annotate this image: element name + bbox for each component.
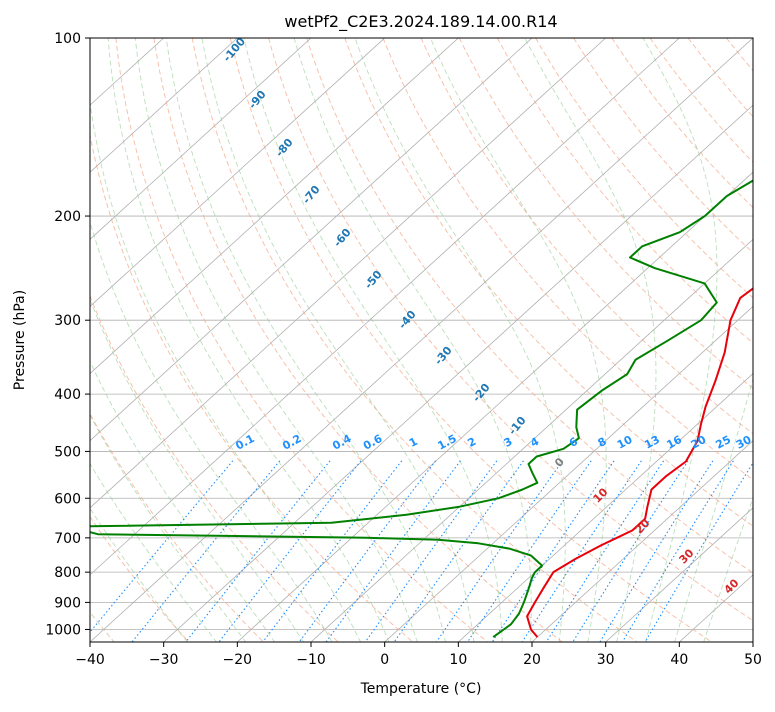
isotherm-line bbox=[0, 38, 311, 642]
mixing-ratio-line bbox=[600, 461, 713, 642]
mixing-ratio-line bbox=[394, 461, 523, 642]
mixing-ratio-label: 3 bbox=[502, 435, 515, 450]
dry-adiabat-line bbox=[192, 38, 637, 642]
dry-adiabat-label: -50 bbox=[362, 268, 385, 292]
dry-adiabat-line bbox=[345, 38, 775, 642]
mixing-ratio-label: 2 bbox=[465, 435, 478, 450]
isotherm-line bbox=[753, 38, 775, 642]
x-tick-label: 0 bbox=[380, 652, 389, 668]
profile-lines bbox=[69, 38, 775, 637]
dry-adiabat-line bbox=[688, 38, 775, 642]
mixing-ratio-line bbox=[132, 461, 280, 642]
y-tick-label: 400 bbox=[54, 387, 81, 403]
dry-adiabat-line bbox=[536, 38, 775, 642]
moist-adiabat-line bbox=[4, 38, 246, 643]
x-tick-label: 10 bbox=[449, 652, 467, 668]
mixing-ratio-line bbox=[468, 461, 592, 642]
mixing-ratio-label: 1.5 bbox=[435, 432, 458, 453]
dry-adiabat-line bbox=[230, 38, 711, 642]
mixing-ratio-line bbox=[522, 461, 641, 642]
mixing-ratio-label: 16 bbox=[664, 433, 684, 452]
x-tick-label: 50 bbox=[744, 652, 762, 668]
mixing-ratio-line bbox=[546, 461, 663, 642]
mixing-ratio-label: 1 bbox=[407, 435, 420, 450]
mixing-ratio-line bbox=[436, 461, 562, 642]
mixing-ratio-label: 13 bbox=[642, 433, 662, 452]
x-tick-label: −10 bbox=[296, 652, 326, 668]
dry-adiabat-label: -10 bbox=[506, 414, 529, 438]
isotherm-line bbox=[0, 38, 458, 642]
dry-adiabat-label: -90 bbox=[246, 88, 269, 112]
isotherm-line bbox=[90, 38, 753, 642]
mixing-ratio-label: 25 bbox=[713, 433, 733, 452]
moist-adiabat-line bbox=[84, 38, 361, 643]
mixing-ratio-label: 0.6 bbox=[361, 432, 385, 453]
dry-adiabat-label: -20 bbox=[470, 381, 493, 405]
mixing-ratio-line bbox=[82, 461, 233, 642]
isotherm-line bbox=[16, 38, 679, 642]
dry-adiabat-label: -40 bbox=[396, 308, 419, 332]
reference-lines bbox=[0, 38, 775, 643]
dry-adiabat-line bbox=[116, 38, 488, 642]
mixing-ratio-label: 0.4 bbox=[330, 432, 354, 453]
moist-adiabat-label: 30 bbox=[677, 546, 697, 566]
isotherm-line bbox=[0, 38, 385, 642]
moist-adiabat-line bbox=[0, 38, 217, 643]
x-tick-label: 30 bbox=[597, 652, 615, 668]
dry-adiabat-line bbox=[765, 38, 775, 642]
y-tick-label: 1000 bbox=[45, 622, 81, 638]
moist-adiabat-label: 0 bbox=[552, 455, 567, 470]
x-tick-label: 20 bbox=[523, 652, 541, 668]
x-tick-label: −20 bbox=[223, 652, 253, 668]
dry-adiabat-label: -80 bbox=[273, 136, 296, 160]
dewpoint-profile-line bbox=[69, 38, 775, 637]
moist-adiabat-line bbox=[704, 38, 775, 643]
mixing-ratio-label: 20 bbox=[689, 433, 709, 452]
isotherm-line bbox=[0, 38, 532, 642]
x-tick-label: 40 bbox=[670, 652, 688, 668]
moist-adiabat-line bbox=[108, 38, 389, 643]
y-tick-label: 600 bbox=[54, 491, 81, 507]
y-tick-label: 900 bbox=[54, 595, 81, 611]
moist-adiabat-line bbox=[244, 38, 502, 643]
moist-adiabat-line bbox=[202, 38, 474, 643]
mixing-ratio-line bbox=[326, 461, 460, 642]
dry-adiabat-line bbox=[269, 38, 775, 642]
mixing-ratio-line bbox=[365, 461, 497, 642]
y-tick-label: 800 bbox=[54, 565, 81, 581]
mixing-ratio-label: 0.1 bbox=[233, 432, 256, 453]
y-axis-title: Pressure (hPa) bbox=[12, 290, 28, 390]
dry-adiabat-line bbox=[612, 38, 775, 642]
moist-adiabat-line bbox=[355, 38, 565, 643]
y-tick-label: 300 bbox=[54, 313, 81, 329]
mixing-ratio-label: 10 bbox=[615, 433, 635, 452]
dry-adiabat-line bbox=[497, 38, 775, 642]
mixing-ratio-line bbox=[645, 461, 754, 642]
moist-adiabat-label: 10 bbox=[591, 485, 611, 505]
y-tick-label: 100 bbox=[54, 31, 81, 47]
y-tick-label: 200 bbox=[54, 209, 81, 225]
chart-title: wetPf2_C2E3.2024.189.14.00.R14 bbox=[284, 12, 557, 32]
dry-adiabat-line bbox=[726, 38, 775, 642]
x-axis-title: Temperature (°C) bbox=[360, 681, 482, 697]
moist-adiabat-line bbox=[41, 38, 303, 643]
dry-adiabat-line bbox=[78, 38, 413, 642]
x-tick-label: −40 bbox=[75, 652, 105, 668]
y-tick-label: 500 bbox=[54, 444, 81, 460]
temperature-profile-line bbox=[527, 38, 775, 637]
x-tick-label: −30 bbox=[149, 652, 179, 668]
moist-adiabat-line bbox=[62, 38, 333, 643]
moist-adiabat-label: 20 bbox=[633, 516, 653, 536]
y-tick-label: 700 bbox=[54, 531, 81, 547]
mixing-ratio-line bbox=[622, 461, 733, 642]
mixing-ratio-line bbox=[219, 461, 361, 642]
mixing-ratio-label: 0.2 bbox=[280, 432, 303, 453]
